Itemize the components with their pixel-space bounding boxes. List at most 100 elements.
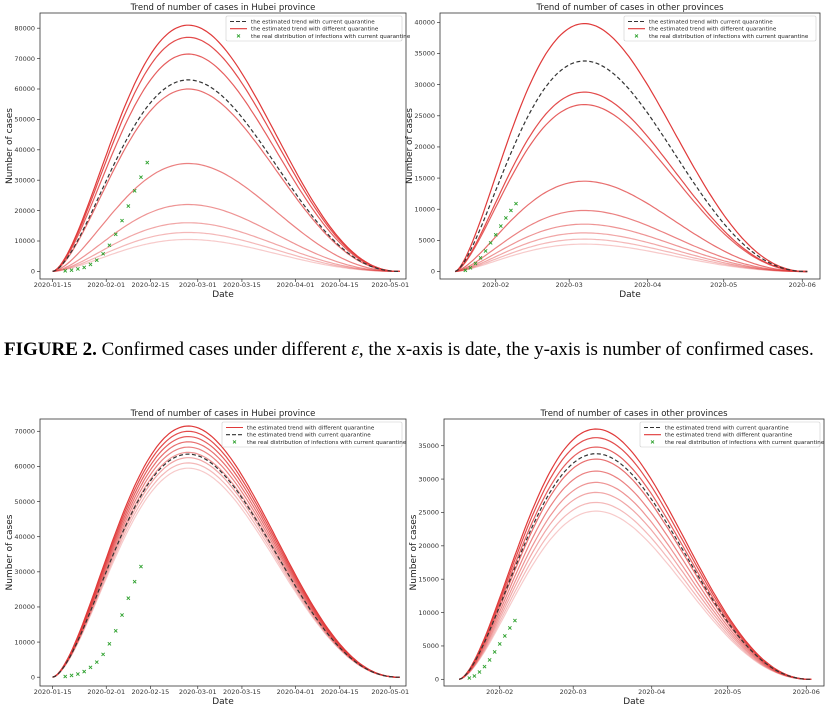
caption-text-before: Confirmed cases under different (101, 339, 347, 360)
series-line-different-quarantine (52, 203, 400, 272)
y-tick-label: 60000 (14, 463, 35, 471)
chart-title: Trend of number of cases in Hubei provin… (130, 409, 316, 419)
series-line-different-quarantine (52, 238, 400, 272)
legend-label: the estimated trend with current quarant… (247, 433, 371, 439)
x-tick-label: 2020-05-01 (371, 688, 409, 696)
legend-label: the estimated trend with current quarant… (665, 426, 789, 432)
legend-label: the real distribution of infections with… (665, 440, 825, 446)
series-line-different-quarantine (52, 162, 400, 272)
chart-other-provinces-epsilon: Trend of number of cases in other provin… (405, 3, 821, 300)
x-tick-label: 2020-05-01 (371, 281, 409, 289)
series-line-current-quarantine (52, 453, 400, 678)
series-line-different-quarantine (459, 481, 812, 680)
y-tick-label: 5000 (422, 642, 439, 650)
legend-label: the estimated trend with different quara… (649, 27, 777, 33)
legend: the estimated trend with different quara… (221, 421, 407, 448)
figure-caption: FIGURE 2. Confirmed cases under differen… (4, 336, 826, 363)
real-data-point (69, 673, 74, 678)
chart-hubei-epsilon: Trend of number of cases in Hubei provin… (5, 3, 411, 300)
y-tick-label: 80000 (14, 24, 35, 32)
real-data-point (75, 672, 80, 676)
series-line-different-quarantine (454, 104, 808, 273)
x-tick-label: 2020-03-01 (179, 688, 217, 696)
series-line-different-quarantine (52, 231, 400, 272)
y-tick-label: 30000 (418, 475, 439, 483)
y-tick-label: 20000 (414, 143, 435, 151)
real-data-point (63, 268, 68, 273)
x-tick-label: 2020-02-01 (87, 281, 125, 289)
legend-box (639, 421, 821, 448)
real-data-point (139, 175, 143, 180)
legend-label: the real distribution of infections with… (649, 34, 809, 40)
series-line-different-quarantine (455, 209, 808, 273)
legend-label: the real distribution of infections with… (251, 34, 411, 40)
real-data-point (88, 262, 93, 267)
real-data-point (139, 564, 143, 569)
y-tick-label: 60000 (14, 85, 35, 93)
y-tick-label: 25000 (414, 112, 435, 120)
x-tick-label: 2020-03-15 (223, 688, 261, 696)
plot-area-frame (443, 418, 825, 687)
real-data-point (467, 676, 472, 680)
series-line-different-quarantine (454, 91, 808, 273)
caption-symbol: ε (351, 339, 359, 360)
series-line-different-quarantine (459, 501, 812, 680)
real-data-point (507, 626, 512, 630)
real-data-point (94, 258, 99, 263)
x-tick-label: 2020-02-15 (132, 281, 170, 289)
y-tick-label: 10000 (14, 237, 35, 245)
y-tick-label: 35000 (414, 50, 435, 58)
series-line-current-quarantine (458, 453, 812, 680)
chart-title: Trend of number of cases in Hubei provin… (130, 3, 316, 13)
y-tick-label: 40000 (14, 533, 35, 541)
series-line-different-quarantine (52, 24, 400, 272)
real-data-point (63, 674, 68, 679)
y-tick-label: 70000 (14, 427, 35, 435)
legend-marker-real (236, 34, 241, 38)
y-axis-label: Number of cases (5, 108, 15, 184)
legend-label: the estimated trend with different quara… (665, 433, 793, 439)
y-tick-label: 15000 (418, 575, 439, 583)
x-tick-label: 2020-04 (634, 281, 661, 289)
real-data-point (94, 660, 99, 665)
legend-marker-real (634, 34, 639, 38)
real-data-point (502, 634, 507, 638)
real-data-point (101, 652, 106, 657)
x-tick-label: 2020-02-15 (132, 688, 170, 696)
real-data-point (113, 628, 118, 633)
legend-box (225, 15, 403, 42)
y-tick-label: 15000 (414, 174, 435, 182)
x-tick-label: 2020-02 (482, 281, 509, 289)
x-tick-label: 2020-06 (789, 281, 816, 289)
x-tick-label: 2020-04-15 (321, 281, 359, 289)
x-axis-label: Date (212, 290, 234, 300)
y-tick-label: 20000 (14, 603, 35, 611)
real-data-point (493, 232, 498, 237)
y-tick-label: 5000 (418, 237, 435, 245)
chart-title: Trend of number of cases in other provin… (539, 409, 728, 419)
real-data-point (101, 251, 106, 256)
y-tick-label: 0 (31, 673, 35, 681)
y-axis-label: Number of cases (409, 514, 419, 590)
y-tick-label: 50000 (14, 498, 35, 506)
chart-hubei-second: Trend of number of cases in Hubei provin… (5, 409, 409, 707)
legend: the estimated trend with current quarant… (623, 15, 817, 42)
x-tick-label: 2020-04 (638, 688, 665, 696)
chart-panel-hubei-epsilon: Trend of number of cases in Hubei provin… (0, 0, 415, 300)
real-data-point (513, 618, 517, 623)
x-tick-label: 2020-03-01 (179, 281, 217, 289)
x-tick-label: 2020-04-01 (277, 688, 315, 696)
series-line-current-quarantine (454, 60, 808, 273)
legend-label: the real distribution of infections with… (247, 440, 407, 446)
chart-panel-other-provinces-second: Trend of number of cases in other provin… (404, 404, 834, 708)
x-axis-label: Date (623, 697, 645, 707)
x-tick-label: 2020-01-15 (34, 688, 72, 696)
series-line-different-quarantine (458, 458, 812, 680)
legend-marker-real (232, 440, 237, 444)
x-tick-label: 2020-01-15 (34, 281, 72, 289)
x-tick-label: 2020-02-01 (87, 688, 125, 696)
plot-area-frame (439, 12, 821, 280)
series-line-different-quarantine (459, 510, 812, 680)
series-line-different-quarantine (52, 467, 400, 678)
real-data-point (120, 613, 124, 617)
